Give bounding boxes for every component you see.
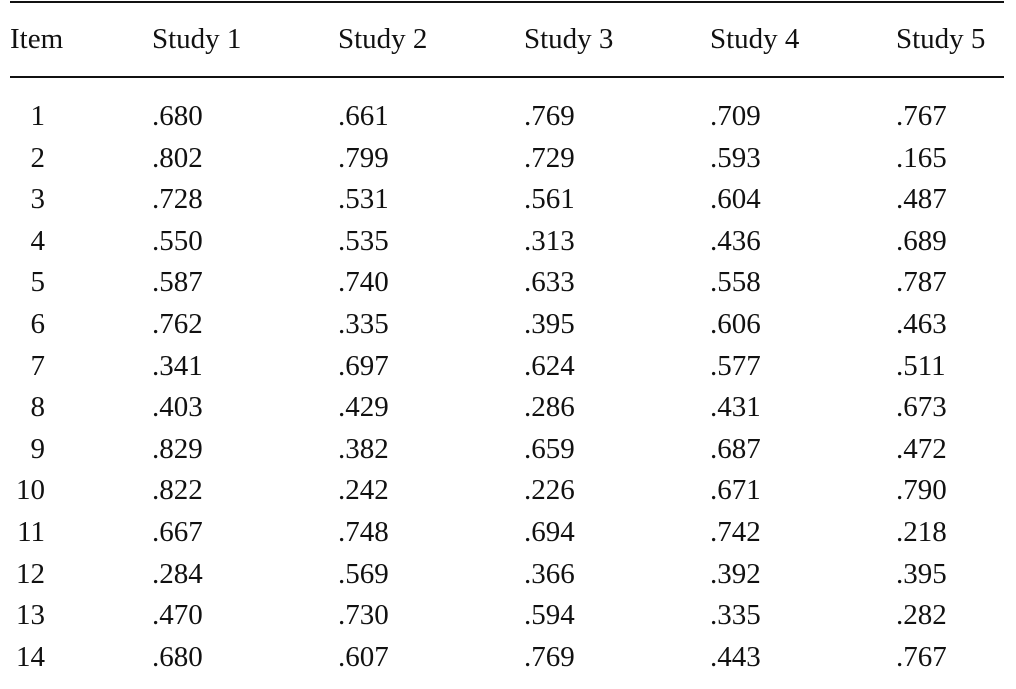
value-cell: .799 (338, 141, 389, 174)
value-cell: .395 (896, 557, 947, 590)
value-cell: .463 (896, 308, 947, 340)
item-cell: 14 (16, 640, 45, 673)
value-cell: .769 (524, 100, 575, 132)
value-cell: .535 (338, 224, 389, 257)
value-cell: .382 (338, 432, 389, 465)
item-cell: 12 (16, 557, 45, 590)
value-cell: .694 (524, 516, 575, 548)
value-cell: .740 (338, 266, 389, 299)
header-cell: Study 2 (338, 23, 428, 55)
value-cell: .392 (710, 557, 761, 590)
value-cell: .730 (338, 599, 389, 632)
value-cell: .569 (338, 557, 389, 590)
header-cell: Item (10, 23, 64, 55)
header-cell: Study 5 (896, 23, 986, 55)
header-cell: Study 4 (710, 23, 800, 55)
value-cell: .593 (710, 141, 761, 174)
item-cell: 9 (30, 432, 46, 465)
value-cell: .335 (710, 599, 761, 632)
item-cell: 3 (30, 183, 46, 216)
value-cell: .633 (524, 266, 575, 299)
item-cell: 13 (16, 599, 45, 632)
value-cell: .742 (710, 516, 761, 548)
value-cell: .242 (338, 474, 389, 507)
value-cell: .550 (152, 224, 203, 257)
value-cell: .165 (896, 141, 947, 174)
value-cell: .767 (896, 100, 947, 132)
value-cell: .282 (896, 599, 947, 632)
value-cell: .284 (152, 557, 203, 590)
item-cell: 1 (30, 100, 46, 132)
value-cell: .366 (524, 557, 575, 590)
value-cell: .829 (152, 432, 203, 465)
value-cell: .624 (524, 349, 575, 382)
value-cell: .673 (896, 391, 947, 424)
value-cell: .671 (710, 474, 761, 507)
value-cell: .687 (710, 432, 761, 465)
item-cell: 4 (30, 224, 46, 257)
item-cell: 6 (30, 308, 46, 340)
header-cell: Study 3 (524, 23, 614, 55)
value-cell: .470 (152, 599, 203, 632)
value-cell: .587 (152, 266, 203, 299)
value-cell: .511 (896, 349, 946, 382)
value-cell: .680 (152, 640, 203, 673)
item-cell: 2 (30, 141, 46, 174)
value-cell: .577 (710, 349, 761, 382)
value-cell: .226 (524, 474, 575, 507)
item-cell: 5 (30, 266, 46, 299)
value-cell: .429 (338, 391, 389, 424)
header-rule (10, 76, 1004, 78)
value-cell: .286 (524, 391, 575, 424)
item-cell: 10 (16, 474, 45, 507)
value-cell: .395 (524, 308, 575, 340)
value-cell: .769 (524, 640, 575, 673)
item-cell: 7 (30, 349, 46, 382)
value-cell: .689 (896, 224, 947, 257)
value-cell: .313 (524, 224, 575, 257)
value-cell: .531 (338, 183, 389, 216)
value-cell: .431 (710, 391, 761, 424)
value-cell: .790 (896, 474, 947, 507)
value-cell: .748 (338, 516, 389, 548)
top-rule (10, 1, 1004, 3)
value-cell: .661 (338, 100, 389, 132)
value-cell: .341 (152, 349, 203, 382)
value-cell: .472 (896, 432, 947, 465)
item-cell: 8 (30, 391, 46, 424)
value-cell: .443 (710, 640, 761, 673)
value-cell: .487 (896, 183, 947, 216)
value-cell: .607 (338, 640, 389, 673)
value-cell: .335 (338, 308, 389, 340)
value-cell: .822 (152, 474, 203, 507)
value-cell: .728 (152, 183, 203, 216)
value-cell: .604 (710, 183, 761, 216)
value-cell: .403 (152, 391, 203, 424)
value-cell: .762 (152, 308, 203, 340)
value-cell: .561 (524, 183, 575, 216)
value-cell: .787 (896, 266, 947, 299)
value-cell: .558 (710, 266, 761, 299)
header-cell: Study 1 (152, 23, 242, 55)
value-cell: .709 (710, 100, 761, 132)
value-cell: .802 (152, 141, 203, 174)
value-cell: .606 (710, 308, 761, 340)
value-cell: .659 (524, 432, 575, 465)
value-cell: .436 (710, 224, 761, 257)
value-cell: .729 (524, 141, 575, 174)
item-cell: 11 (17, 516, 45, 548)
value-cell: .767 (896, 640, 947, 673)
value-cell: .218 (896, 516, 947, 548)
value-cell: .594 (524, 599, 575, 632)
value-cell: .697 (338, 349, 389, 382)
value-cell: .680 (152, 100, 203, 132)
value-cell: .667 (152, 516, 203, 548)
